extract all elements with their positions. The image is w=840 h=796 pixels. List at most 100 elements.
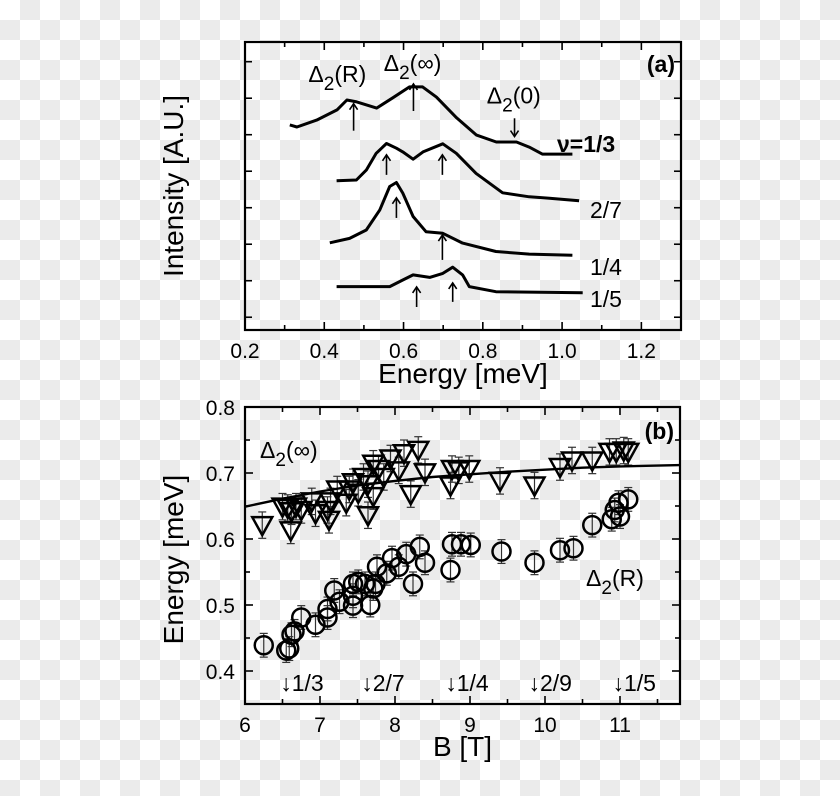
data-point-triangle bbox=[412, 463, 438, 485]
data-point-triangle bbox=[611, 441, 636, 464]
x-tick-label: 0.4 bbox=[310, 340, 340, 363]
data-point-circle bbox=[414, 552, 436, 574]
label-subscript: 2 bbox=[601, 578, 612, 599]
data-point-circle bbox=[402, 573, 424, 595]
data-point-triangle bbox=[386, 461, 411, 483]
arrow-head bbox=[437, 153, 448, 162]
gap-annotation: Δ2(0) bbox=[487, 83, 541, 117]
label-rest: (0) bbox=[513, 83, 541, 109]
y-tick-label: 0.5 bbox=[206, 595, 235, 618]
data-point-triangle bbox=[406, 440, 431, 463]
panel-a bbox=[243, 40, 683, 332]
y-tick-label: 0.8 bbox=[206, 397, 235, 420]
data-point-circle bbox=[281, 624, 302, 645]
y-tick-label: 0.7 bbox=[206, 463, 235, 486]
series-label: 1/5 bbox=[590, 286, 622, 312]
label-rest: (R) bbox=[612, 565, 644, 591]
y-tick-label: 0.4 bbox=[206, 661, 236, 684]
data-point-circle bbox=[524, 552, 545, 574]
data-point-circle bbox=[618, 489, 639, 510]
data-point-triangle bbox=[604, 442, 629, 465]
x-tick-label: 7 bbox=[314, 714, 326, 737]
data-point-triangle bbox=[378, 449, 403, 472]
data-point-triangle bbox=[391, 443, 417, 466]
arrow-head bbox=[448, 281, 458, 290]
y-tick-label: 0.6 bbox=[206, 529, 235, 552]
arrow-head bbox=[408, 82, 419, 91]
data-point-triangle bbox=[616, 442, 641, 465]
gap-annotation: Δ2(∞) bbox=[384, 50, 442, 84]
filling-factor-marker: ↓2/7 bbox=[361, 670, 404, 696]
arrow-head bbox=[381, 153, 392, 162]
x-tick-label: 1.2 bbox=[627, 340, 656, 363]
filling-factor-marker: ↓2/9 bbox=[529, 670, 572, 696]
data-point-triangle bbox=[361, 454, 386, 477]
x-tick-label: 6 bbox=[239, 714, 251, 737]
arrow-head bbox=[348, 102, 359, 111]
series-label-delta-inf: Δ2(∞) bbox=[260, 437, 318, 471]
label-subscript: 2 bbox=[502, 96, 513, 117]
data-point-triangle bbox=[361, 486, 386, 509]
x-tick-label: 1.0 bbox=[547, 340, 576, 363]
data-point-triangle bbox=[559, 451, 585, 474]
label-rest: (∞) bbox=[410, 50, 442, 76]
data-point-triangle bbox=[283, 497, 309, 520]
data-point-circle bbox=[253, 635, 274, 656]
x-tick-label: 0.2 bbox=[230, 340, 259, 363]
label-rest: (R) bbox=[334, 61, 366, 87]
data-point-circle bbox=[549, 539, 571, 561]
data-point-triangle bbox=[289, 500, 314, 523]
series-label: 1/4 bbox=[590, 254, 622, 280]
filling-factor-marker: ↓1/3 bbox=[280, 670, 323, 696]
x-axis-label: B [T] bbox=[433, 731, 492, 762]
x-tick-label: 0.8 bbox=[468, 340, 497, 363]
label-subscript: 2 bbox=[324, 74, 335, 95]
x-tick-label: 9 bbox=[464, 714, 476, 737]
x-tick-label: 0.6 bbox=[389, 340, 418, 363]
label-base: Δ bbox=[260, 437, 275, 463]
data-point-triangle bbox=[318, 492, 343, 514]
arrow-head bbox=[437, 233, 448, 242]
data-point-circle bbox=[582, 514, 603, 536]
series-label-delta-r: Δ2(R) bbox=[586, 565, 644, 599]
data-point-circle bbox=[440, 559, 461, 581]
panel-label: (b) bbox=[645, 418, 674, 444]
data-point-triangle bbox=[457, 459, 482, 482]
series-label: 2/7 bbox=[590, 197, 622, 223]
x-tick-label: 10 bbox=[533, 714, 556, 737]
y-axis-label: Energy [meV] bbox=[158, 475, 189, 645]
arrow-head bbox=[411, 285, 422, 294]
data-point-circle bbox=[342, 585, 364, 607]
spectrum-curve-2 bbox=[329, 181, 573, 257]
panel-label: (a) bbox=[647, 51, 675, 77]
data-point-triangle bbox=[439, 459, 465, 482]
data-point-triangle bbox=[316, 510, 342, 533]
series-label: ν=1/3 bbox=[557, 131, 615, 157]
label-subscript: 2 bbox=[275, 450, 286, 471]
data-point-triangle bbox=[580, 451, 605, 474]
data-point-triangle bbox=[250, 515, 275, 538]
filling-factor-marker: ↓1/5 bbox=[613, 670, 656, 696]
data-point-circle bbox=[329, 591, 350, 612]
label-base: Δ bbox=[308, 61, 323, 87]
plot-frame bbox=[243, 405, 682, 706]
data-point-triangle bbox=[355, 505, 381, 528]
data-point-circle bbox=[491, 541, 512, 562]
plot-frame bbox=[243, 40, 683, 332]
data-point-triangle bbox=[371, 467, 396, 490]
x-tick-label: 11 bbox=[609, 714, 631, 737]
label-base: Δ bbox=[586, 565, 601, 591]
x-tick-label: 8 bbox=[389, 714, 401, 737]
panel-b bbox=[243, 405, 682, 706]
label-subscript: 2 bbox=[399, 63, 410, 84]
arrow-head bbox=[391, 196, 402, 205]
spectrum-curve-3 bbox=[336, 265, 583, 295]
label-base: Δ bbox=[487, 83, 502, 109]
fit-curve bbox=[244, 463, 681, 508]
data-point-circle bbox=[609, 506, 631, 527]
data-point-circle bbox=[324, 580, 345, 601]
arrow-head bbox=[509, 130, 520, 138]
gap-annotation: Δ2(R) bbox=[308, 61, 366, 95]
data-point-circle bbox=[608, 492, 629, 513]
